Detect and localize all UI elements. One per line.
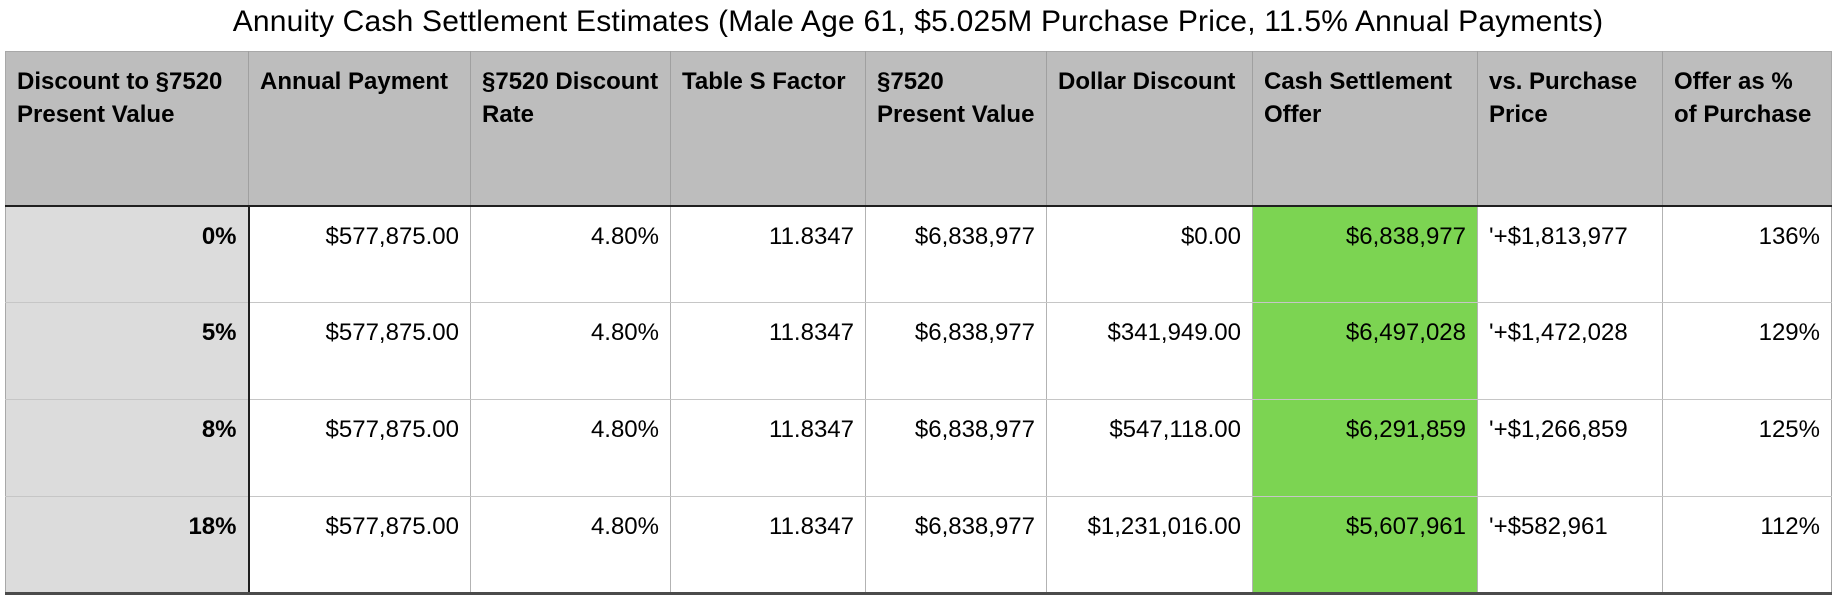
cell-present-value[interactable]: $6,838,977 <box>865 496 1047 594</box>
cell-present-value[interactable]: $6,838,977 <box>865 205 1047 303</box>
cell-dollar-discount[interactable]: $341,949.00 <box>1046 302 1253 400</box>
header-dollar-discount[interactable]: Dollar Discount <box>1046 51 1253 207</box>
cell-table-s-factor[interactable]: 11.8347 <box>670 302 866 400</box>
cell-discount-rate[interactable]: 4.80% <box>470 205 671 303</box>
cell-discount[interactable]: 8% <box>5 399 250 497</box>
cell-table-s-factor[interactable]: 11.8347 <box>670 205 866 303</box>
cell-discount[interactable]: 0% <box>5 205 250 303</box>
cell-annual-payment[interactable]: $577,875.00 <box>248 496 471 594</box>
cell-discount[interactable]: 5% <box>5 302 250 400</box>
page-title: Annuity Cash Settlement Estimates (Male … <box>232 5 1604 38</box>
cell-annual-payment[interactable]: $577,875.00 <box>248 399 471 497</box>
cell-cash-settlement-offer[interactable]: $5,607,961 <box>1252 496 1478 594</box>
cell-vs-purchase-price[interactable]: '+$1,472,028 <box>1477 302 1663 400</box>
header-table-s-factor[interactable]: Table S Factor <box>670 51 866 207</box>
cell-table-s-factor[interactable]: 11.8347 <box>670 496 866 594</box>
header-7520-discount-rate[interactable]: §7520 Discount Rate <box>470 51 671 207</box>
cell-present-value[interactable]: $6,838,977 <box>865 302 1047 400</box>
cell-annual-payment[interactable]: $577,875.00 <box>248 205 471 303</box>
header-row: Discount to §7520 Present Value Annual P… <box>5 51 1832 207</box>
cell-vs-purchase-price[interactable]: '+$1,266,859 <box>1477 399 1663 497</box>
table-row: 5% $577,875.00 4.80% 11.8347 $6,838,977 … <box>5 302 1832 400</box>
cell-discount-rate[interactable]: 4.80% <box>470 302 671 400</box>
cell-cash-settlement-offer[interactable]: $6,497,028 <box>1252 302 1478 400</box>
cell-dollar-discount[interactable]: $0.00 <box>1046 205 1253 303</box>
header-annual-payment[interactable]: Annual Payment <box>248 51 471 207</box>
header-discount-to-7520-pv[interactable]: Discount to §7520 Present Value <box>5 51 249 207</box>
cell-discount-rate[interactable]: 4.80% <box>470 496 671 594</box>
header-cash-settlement-offer[interactable]: Cash Settlement Offer <box>1252 51 1478 207</box>
table-row: 18% $577,875.00 4.80% 11.8347 $6,838,977… <box>5 496 1832 594</box>
cell-offer-pct[interactable]: 112% <box>1662 496 1832 594</box>
cell-discount[interactable]: 18% <box>5 496 250 594</box>
cell-cash-settlement-offer[interactable]: $6,838,977 <box>1252 205 1478 303</box>
annuity-table: Discount to §7520 Present Value Annual P… <box>5 51 1832 595</box>
header-offer-pct-of-purchase[interactable]: Offer as % of Purchase <box>1662 51 1832 207</box>
cell-offer-pct[interactable]: 136% <box>1662 205 1832 303</box>
cell-table-s-factor[interactable]: 11.8347 <box>670 399 866 497</box>
cell-cash-settlement-offer[interactable]: $6,291,859 <box>1252 399 1478 497</box>
cell-vs-purchase-price[interactable]: '+$582,961 <box>1477 496 1663 594</box>
cell-offer-pct[interactable]: 129% <box>1662 302 1832 400</box>
header-vs-purchase-price[interactable]: vs. Purchase Price <box>1477 51 1663 207</box>
header-7520-present-value[interactable]: §7520 Present Value <box>865 51 1047 207</box>
cell-dollar-discount[interactable]: $1,231,016.00 <box>1046 496 1253 594</box>
cell-annual-payment[interactable]: $577,875.00 <box>248 302 471 400</box>
cell-discount-rate[interactable]: 4.80% <box>470 399 671 497</box>
cell-offer-pct[interactable]: 125% <box>1662 399 1832 497</box>
cell-vs-purchase-price[interactable]: '+$1,813,977 <box>1477 205 1663 303</box>
table-row: 0% $577,875.00 4.80% 11.8347 $6,838,977 … <box>5 205 1832 303</box>
cell-present-value[interactable]: $6,838,977 <box>865 399 1047 497</box>
table-row: 8% $577,875.00 4.80% 11.8347 $6,838,977 … <box>5 399 1832 497</box>
cell-dollar-discount[interactable]: $547,118.00 <box>1046 399 1253 497</box>
